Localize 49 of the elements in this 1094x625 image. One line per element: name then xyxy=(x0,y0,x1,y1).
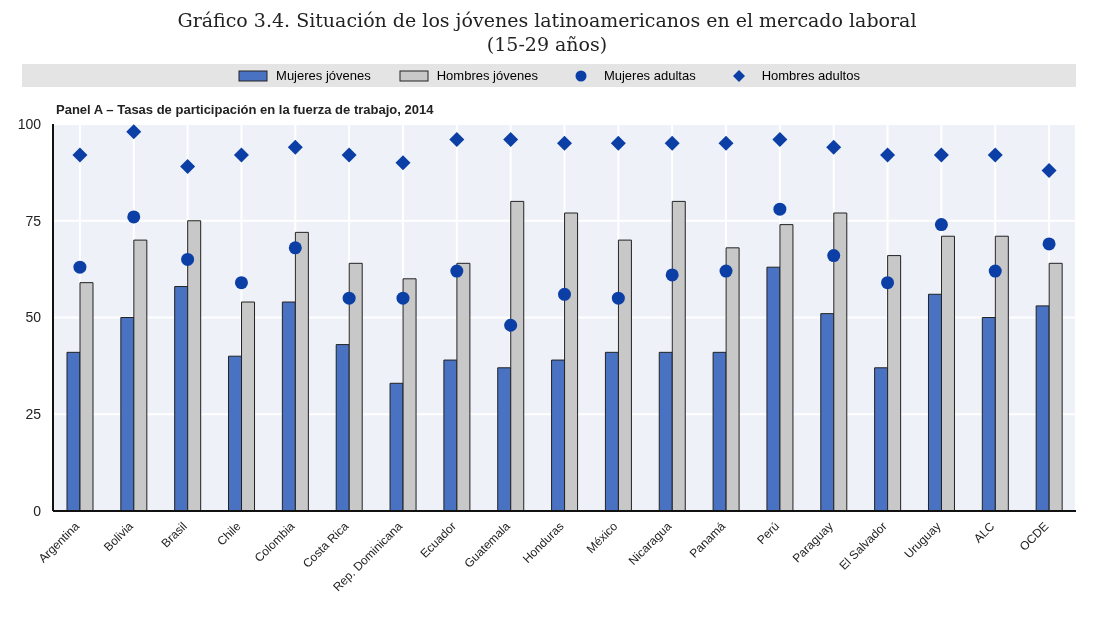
y-tick-label: 100 xyxy=(17,115,42,132)
point xyxy=(610,135,626,151)
point xyxy=(234,276,248,290)
point xyxy=(718,135,734,151)
point xyxy=(72,147,88,163)
point xyxy=(1041,162,1057,178)
legend-label: Mujeres jóvenes xyxy=(276,68,371,83)
point xyxy=(933,147,949,163)
point xyxy=(1042,237,1056,251)
point xyxy=(934,218,948,232)
point xyxy=(233,147,249,163)
point xyxy=(773,202,787,216)
point xyxy=(449,131,465,147)
point xyxy=(826,139,842,155)
legend-label: Hombres adultos xyxy=(761,68,860,83)
point xyxy=(772,131,788,147)
point xyxy=(181,252,195,266)
point xyxy=(395,155,411,171)
point xyxy=(827,249,841,263)
point xyxy=(288,241,302,255)
legend-label: Hombres jóvenes xyxy=(436,68,538,83)
point xyxy=(719,264,733,278)
point xyxy=(180,159,196,175)
point xyxy=(450,264,464,278)
point xyxy=(287,139,303,155)
y-tick-label: 50 xyxy=(25,309,42,326)
point xyxy=(664,135,680,151)
point xyxy=(73,260,87,274)
chart-title: Gráfico 3.4. Situación de los jóvenes latinoamericanos en el mercado laboral (15-29 años) xyxy=(176,8,918,56)
point xyxy=(611,291,625,305)
point xyxy=(504,318,518,332)
point xyxy=(880,147,896,163)
point xyxy=(987,147,1003,163)
point xyxy=(988,264,1002,278)
y-tick-label: 75 xyxy=(25,212,42,229)
y-tick-label: 25 xyxy=(25,406,42,423)
point xyxy=(665,268,679,282)
point xyxy=(881,276,895,290)
chart-subtitle: Panel A – Tasas de participación en la fuerza de trabajo, 2014 xyxy=(56,102,434,117)
point xyxy=(342,291,356,305)
point xyxy=(557,135,572,151)
point xyxy=(503,131,519,147)
point xyxy=(558,287,571,301)
point xyxy=(396,291,410,305)
point xyxy=(127,210,141,224)
legend-label: Mujeres adultas xyxy=(603,68,696,83)
point xyxy=(341,147,357,163)
y-tick-label: 0 xyxy=(33,502,42,519)
point xyxy=(126,124,142,140)
